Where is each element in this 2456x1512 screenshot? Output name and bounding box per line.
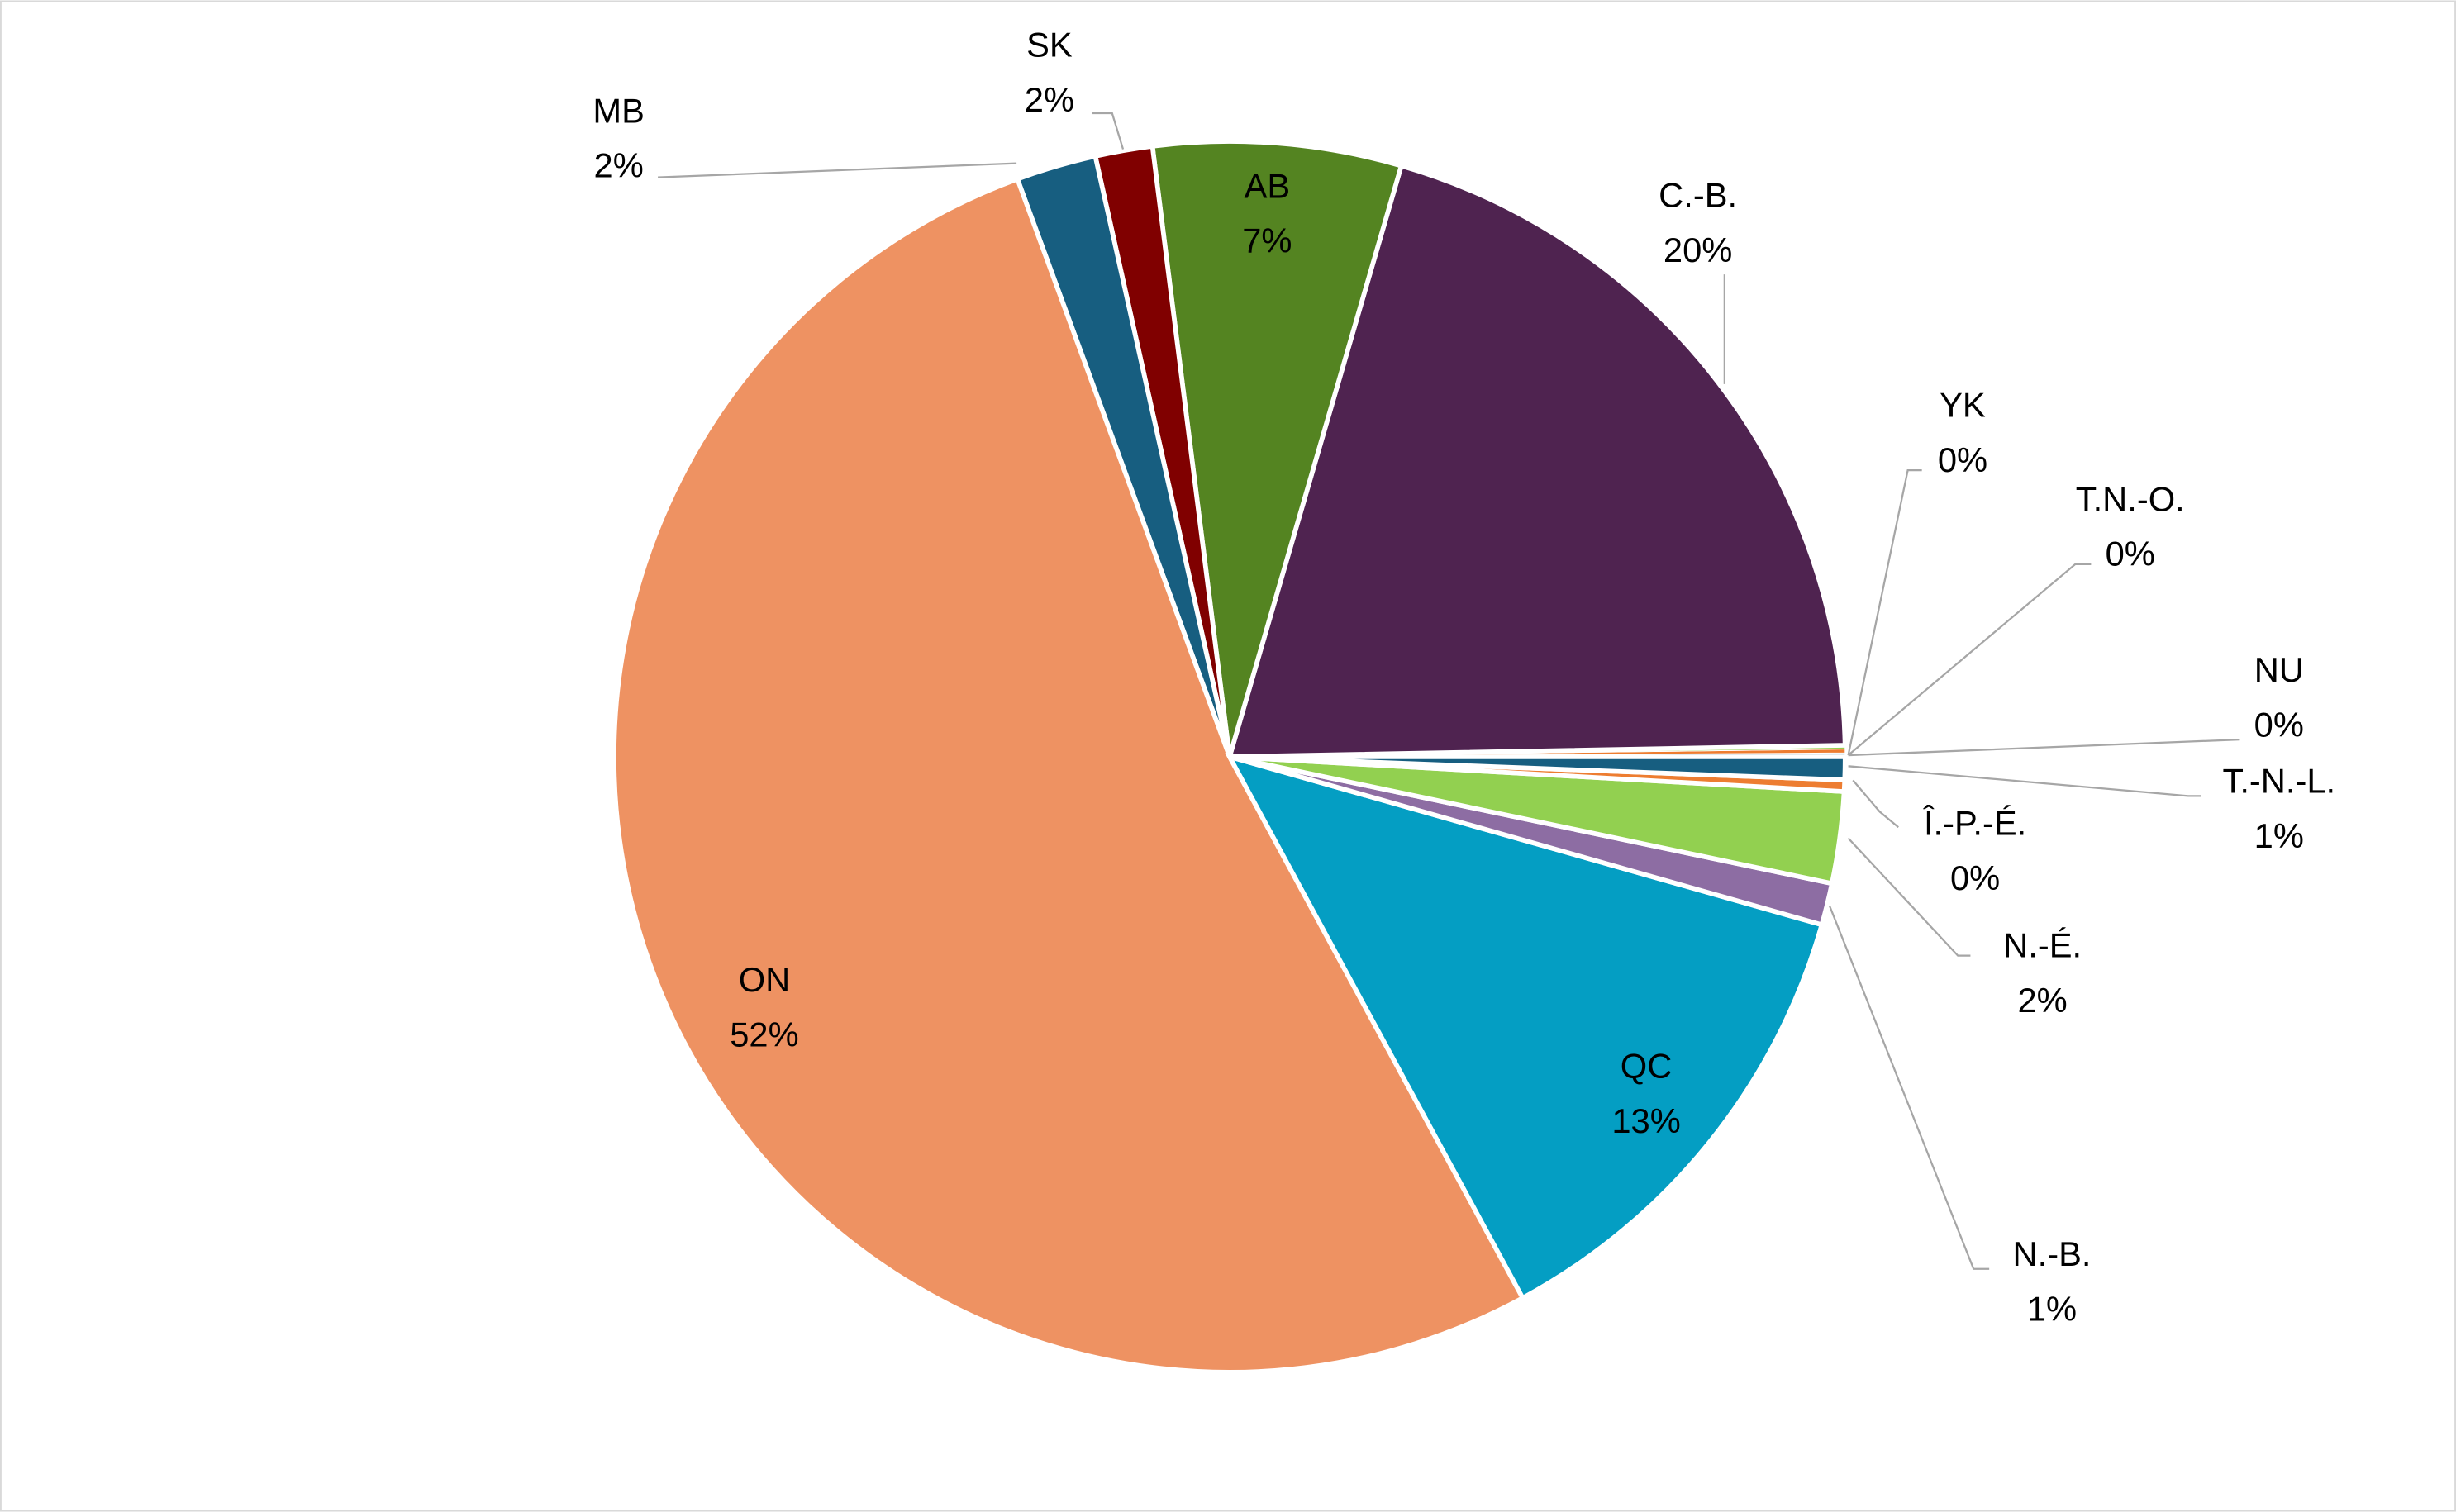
slice-percent-label: 13% xyxy=(1611,1101,1680,1140)
slice-percent-label: 1% xyxy=(2027,1289,2077,1328)
data-label-on: ON 52% xyxy=(730,960,798,1053)
leader-line-t-n-o xyxy=(1847,563,2092,756)
pie-slice-c-b xyxy=(1226,163,1848,759)
slice-name-label: N.-É. xyxy=(2003,926,2082,965)
slice-percent-label: 1% xyxy=(2254,816,2304,855)
slice-name-label: T.-N.-L. xyxy=(2222,762,2335,801)
slice-name-label: Î.-P.-É. xyxy=(1923,804,2026,843)
pie-slice-on xyxy=(612,176,1526,1375)
slice-percent-label: 0% xyxy=(1950,858,2000,897)
slice-name-label: C.-B. xyxy=(1659,176,1737,215)
slice-percent-label: 0% xyxy=(1938,440,1987,479)
leader-line-nu xyxy=(1848,738,2240,757)
slice-name-label: AB xyxy=(1245,166,1291,205)
slice-percent-label: 0% xyxy=(2254,705,2304,744)
slice-percent-label: 0% xyxy=(2106,535,2155,573)
data-label-t-n-l: T.-N.-L. 1% xyxy=(2222,762,2335,855)
pie-slice-qc xyxy=(1225,753,1825,1301)
pie-slice-ab xyxy=(1149,139,1405,758)
slice-percent-label: 2% xyxy=(594,146,644,185)
slice-name-label: ON xyxy=(739,960,791,999)
pie-slice-t-n-l xyxy=(1229,754,1848,782)
slice-percent-label: 52% xyxy=(730,1015,798,1054)
data-label-n-e: N.-É. 2% xyxy=(2003,926,2082,1020)
slice-name-label: QC xyxy=(1621,1047,1673,1086)
data-label-t-n-o: T.N.-O. 0% xyxy=(2076,479,2185,573)
leader-line-sk xyxy=(1092,112,1125,150)
slice-name-label: MB xyxy=(593,91,645,130)
slice-name-label: NU xyxy=(2254,650,2304,689)
slice-percent-label: 2% xyxy=(2017,981,2067,1020)
leader-line-i-p-e xyxy=(1852,779,1899,829)
slice-name-label: SK xyxy=(1026,26,1073,64)
leader-line-yk xyxy=(1847,468,1922,756)
data-label-c-b: C.-B. 20% xyxy=(1659,176,1737,269)
slice-name-label: T.N.-O. xyxy=(2076,479,2185,518)
data-label-yk: YK 0% xyxy=(1938,386,1987,479)
slice-name-label: YK xyxy=(1940,386,1986,425)
data-label-i-p-e: Î.-P.-É. 0% xyxy=(1923,804,2026,897)
slice-percent-label: 2% xyxy=(1025,80,1074,119)
leader-line-t-n-l xyxy=(1848,765,2201,797)
data-label-sk: SK 2% xyxy=(1025,26,1074,119)
leader-line-mb xyxy=(658,162,1017,178)
leader-line-n-b xyxy=(1828,905,1990,1270)
data-label-qc: QC 13% xyxy=(1611,1047,1680,1140)
slice-percent-label: 20% xyxy=(1664,231,1732,269)
leader-line-n-e xyxy=(1847,837,1971,957)
slice-name-label: N.-B. xyxy=(2013,1234,2092,1273)
data-label-ab: AB 7% xyxy=(1242,166,1292,259)
data-label-n-b: N.-B. 1% xyxy=(2013,1234,2092,1328)
data-label-nu: NU 0% xyxy=(2254,650,2304,744)
data-label-mb: MB 2% xyxy=(593,91,645,184)
slice-percent-label: 7% xyxy=(1242,221,1292,260)
